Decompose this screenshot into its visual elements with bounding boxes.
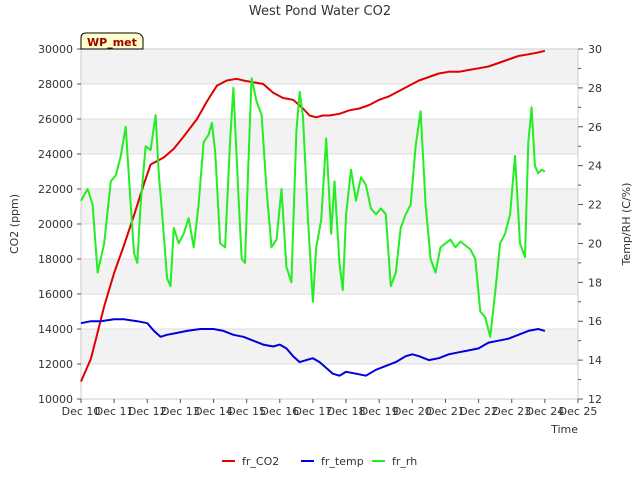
y2-tick-label: 26 (588, 121, 602, 134)
y-axis-label: CO2 (ppm) (8, 194, 21, 254)
y2-tick-label: 12 (588, 393, 602, 406)
legend-label-fr_temp: fr_temp (321, 455, 364, 468)
x-tick-label: Dec 22 (459, 405, 498, 418)
y-tick-label: 28000 (38, 78, 73, 91)
y2-tick-label: 14 (588, 354, 602, 367)
x-tick-label: Dec 15 (227, 405, 266, 418)
y2-tick-label: 18 (588, 276, 602, 289)
legend-label-fr_CO2: fr_CO2 (242, 455, 279, 468)
x-tick-label: Dec 12 (128, 405, 167, 418)
series-line-fr_temp (80, 318, 546, 377)
series-lines (80, 49, 546, 382)
x-tick-label: Dec 11 (95, 405, 134, 418)
series-line-fr_rh (80, 77, 546, 338)
y-tick-label: 26000 (38, 113, 73, 126)
x-tick-label: Dec 13 (161, 405, 200, 418)
y-tick-label: 30000 (38, 43, 73, 56)
y2-tick-label: 28 (588, 82, 602, 95)
site-badge-label: WP_met (87, 36, 137, 49)
x-tick-label: Dec 16 (260, 405, 299, 418)
x-tick-label: Dec 17 (294, 405, 333, 418)
y-tick-label: 14000 (38, 323, 73, 336)
y-tick-label: 12000 (38, 358, 73, 371)
site-badge: WP_met (80, 32, 144, 50)
x-tick-label: Dec 25 (559, 405, 598, 418)
band (81, 49, 578, 84)
y2-tick-label: 22 (588, 199, 602, 212)
legend: fr_CO2 fr_temp fr_rh (222, 455, 417, 468)
x-tick-label: Dec 24 (525, 405, 564, 418)
x-tick-label: Dec 10 (62, 405, 101, 418)
y2-axis-label: Temp/RH (C/%) (620, 183, 633, 267)
band (81, 329, 578, 364)
x-axis-label: Time (550, 423, 578, 436)
x-tick-label: Dec 20 (393, 405, 432, 418)
y2-tick-label: 30 (588, 43, 602, 56)
axis-ticks: 10000 12000 14000 16000 18000 20000 22000 24000… (38, 43, 602, 418)
y-tick-label: 20000 (38, 218, 73, 231)
series-line-fr_CO2 (80, 49, 546, 382)
band (81, 119, 578, 154)
y-tick-label: 16000 (38, 288, 73, 301)
y-tick-label: 10000 (38, 393, 73, 406)
chart-title: West Pond Water CO2 (249, 4, 391, 19)
y2-tick-label: 16 (588, 315, 602, 328)
x-tick-label: Dec 19 (360, 405, 399, 418)
y-tick-label: 22000 (38, 183, 73, 196)
y-tick-label: 24000 (38, 148, 73, 161)
band (81, 259, 578, 294)
x-tick-label: Dec 21 (426, 405, 465, 418)
x-tick-label: Dec 18 (327, 405, 366, 418)
legend-label-fr_rh: fr_rh (392, 455, 417, 468)
y-tick-label: 18000 (38, 253, 73, 266)
x-tick-label: Dec 14 (194, 405, 233, 418)
y2-tick-label: 20 (588, 237, 602, 250)
x-tick-label: Dec 23 (492, 405, 531, 418)
site-badge-shape (80, 32, 144, 50)
y2-tick-label: 24 (588, 160, 602, 173)
